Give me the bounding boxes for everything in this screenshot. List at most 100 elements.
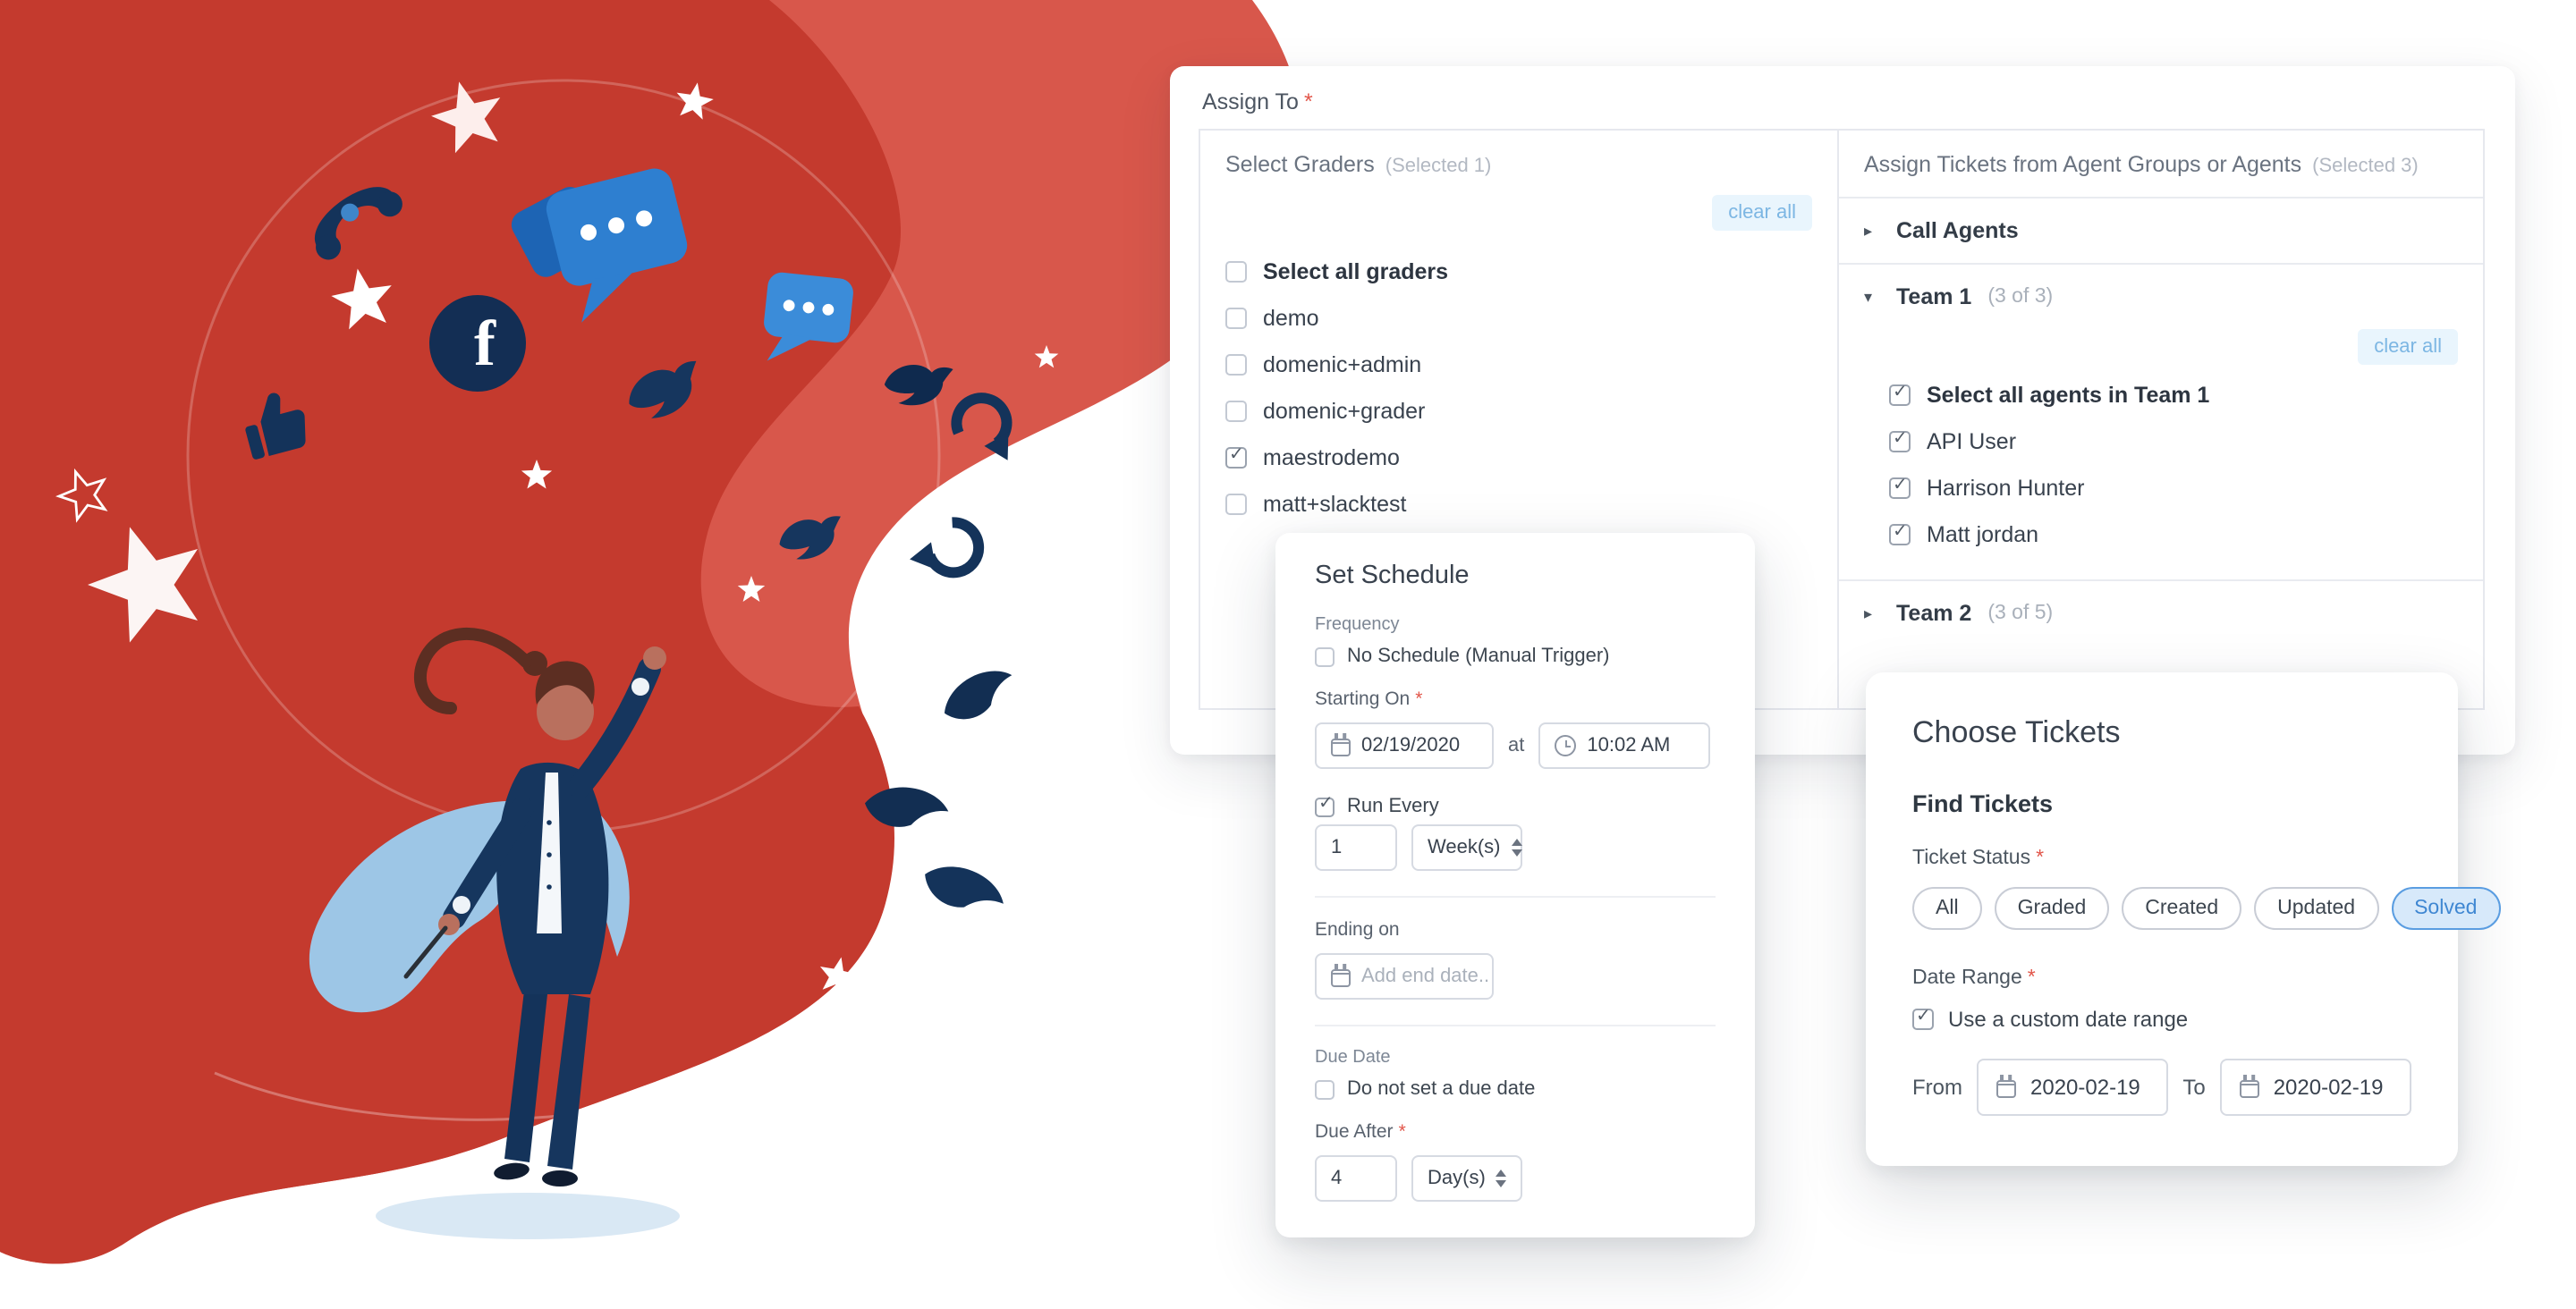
character — [309, 627, 680, 1239]
checkbox[interactable] — [1225, 261, 1247, 283]
agent-label: API User — [1927, 429, 2017, 455]
falling-bird-icon — [864, 787, 949, 827]
due-date-label: Due Date — [1315, 1048, 1391, 1068]
status-pill-graded[interactable]: Graded — [1994, 887, 2110, 930]
thumbs-up-icon — [245, 393, 306, 460]
speech-bubble-icon — [511, 168, 688, 323]
calendar-icon — [1996, 1074, 2016, 1097]
grader-row[interactable]: Select all graders — [1225, 249, 1812, 296]
grader-row[interactable]: maestrodemo — [1225, 435, 1812, 482]
from-label: From — [1912, 1075, 1962, 1100]
due-after-unit-select[interactable]: Day(s) — [1411, 1155, 1522, 1202]
to-label: To — [2182, 1075, 2206, 1100]
find-tickets-title: Find Tickets — [1912, 790, 2054, 817]
ticket-status-label: Ticket Status * — [1912, 848, 2045, 869]
run-every-unit-select[interactable]: Week(s) — [1411, 824, 1522, 871]
clear-all-button[interactable]: clear all — [1712, 195, 1812, 232]
at-label: at — [1508, 735, 1525, 756]
date-range-label: Date Range * — [1912, 967, 2036, 989]
agent-group-team-2[interactable]: ▸ Team 2 (3 of 5) — [1864, 601, 2054, 627]
start-time-input[interactable]: 10:02 AM — [1538, 722, 1711, 769]
grader-label: demo — [1263, 306, 1319, 332]
checkbox[interactable] — [1912, 1006, 1934, 1030]
ending-on-label: Ending on — [1315, 919, 1400, 941]
agent-row[interactable]: API User — [1889, 419, 2458, 466]
curved-arrow-icon — [951, 393, 1013, 460]
agent-groups-panel: Assign Tickets from Agent Groups or Agen… — [1839, 131, 2483, 708]
agent-groups-header: Assign Tickets from Agent Groups or Agen… — [1839, 131, 2483, 177]
checkbox[interactable] — [1889, 522, 1911, 546]
agent-group-team-1[interactable]: ▾ Team 1 (3 of 3) — [1864, 284, 2054, 309]
choose-tickets-card: Choose Tickets Find Tickets Ticket Statu… — [1866, 672, 2501, 1166]
checkbox[interactable] — [1889, 429, 1911, 453]
agent-row[interactable]: Matt jordan — [1889, 512, 2458, 559]
checkbox[interactable] — [1225, 308, 1247, 330]
checkbox[interactable] — [1225, 401, 1247, 423]
panel-title: Select Graders — [1225, 152, 1375, 177]
checkbox[interactable] — [1889, 383, 1911, 407]
choose-tickets-title: Choose Tickets — [1912, 715, 2121, 749]
end-date-input[interactable]: Add end date.. — [1315, 953, 1494, 1000]
agent-row[interactable]: Select all agents in Team 1 — [1889, 373, 2458, 419]
required-asterisk: * — [2036, 848, 2045, 869]
end-date-placeholder: Add end date.. — [1361, 966, 1490, 987]
grader-row[interactable]: domenic+grader — [1225, 389, 1812, 435]
hero-illustration: f — [0, 0, 1302, 1264]
run-every-checkbox-row[interactable]: Run Every — [1315, 794, 1716, 817]
status-pill-all[interactable]: All — [1912, 887, 1982, 930]
curved-arrow-icon — [910, 517, 985, 578]
status-pill-solved[interactable]: Solved — [2391, 887, 2501, 930]
checkbox[interactable] — [1225, 494, 1247, 516]
from-date-input[interactable]: 2020-02-19 — [1977, 1059, 2169, 1116]
agent-row[interactable]: Harrison Hunter — [1889, 466, 2458, 512]
checkbox[interactable] — [1225, 445, 1247, 469]
grader-row[interactable]: matt+slacktest — [1225, 482, 1812, 528]
custom-date-range-checkbox-row[interactable]: Use a custom date range — [1912, 1006, 2411, 1032]
status-pill-updated[interactable]: Updated — [2254, 887, 2379, 930]
agent-label: Select all agents in Team 1 — [1927, 383, 2210, 409]
agent-label: Matt jordan — [1927, 522, 2039, 548]
calendar-icon — [1331, 732, 1351, 756]
checkbox[interactable] — [1315, 794, 1335, 816]
starting-on-label: Starting On * — [1315, 688, 1423, 710]
checkbox[interactable] — [1315, 646, 1335, 666]
chevron-right-icon: ▸ — [1864, 604, 1873, 622]
no-due-date-checkbox-row[interactable]: Do not set a due date — [1315, 1078, 1716, 1100]
selected-count: (Selected 3) — [2312, 156, 2419, 177]
date-range-inputs: From 2020-02-19 To 2020-02-19 — [1912, 1059, 2411, 1116]
start-date-input[interactable]: 02/19/2020 — [1315, 722, 1494, 769]
divider — [1839, 197, 2483, 198]
grader-label: maestrodemo — [1263, 445, 1400, 471]
to-date-input[interactable]: 2020-02-19 — [2219, 1059, 2411, 1116]
no-schedule-checkbox-row[interactable]: No Schedule (Manual Trigger) — [1315, 646, 1716, 667]
required-asterisk: * — [1415, 688, 1423, 710]
selected-count: (Selected 1) — [1385, 156, 1492, 177]
status-pill-created[interactable]: Created — [2122, 887, 2242, 930]
svg-text:f: f — [474, 308, 496, 379]
checkbox[interactable] — [1889, 476, 1911, 500]
required-asterisk: * — [1398, 1121, 1406, 1143]
grader-row[interactable]: demo — [1225, 296, 1812, 342]
divider — [1839, 263, 2483, 265]
clear-all-button[interactable]: clear all — [2358, 329, 2458, 366]
due-after-label: Due After * — [1315, 1121, 1406, 1143]
character-shadow — [376, 1193, 680, 1239]
agent-group-call-agents[interactable]: ▸ Call Agents — [1864, 218, 2019, 243]
phone-icon — [315, 187, 402, 260]
checkbox[interactable] — [1225, 354, 1247, 376]
run-every-value-input[interactable]: 1 — [1315, 824, 1397, 871]
grader-row[interactable]: domenic+admin — [1225, 342, 1812, 389]
team-1-agent-list: Select all agents in Team 1 API User Har… — [1839, 366, 2483, 580]
checkbox[interactable] — [1315, 1079, 1335, 1099]
calendar-icon — [1331, 963, 1351, 986]
falling-bird-icon — [944, 671, 1013, 720]
facebook-icon: f — [429, 295, 526, 392]
graders-list: Select all graders demo domenic+admin do… — [1200, 232, 1837, 528]
required-asterisk: * — [2027, 967, 2036, 989]
stepper-icon — [1496, 1170, 1507, 1187]
divider — [1839, 579, 2483, 582]
grader-label: domenic+admin — [1263, 352, 1422, 378]
speech-bubble-small-icon — [764, 272, 853, 361]
due-after-value-input[interactable]: 4 — [1315, 1155, 1397, 1202]
